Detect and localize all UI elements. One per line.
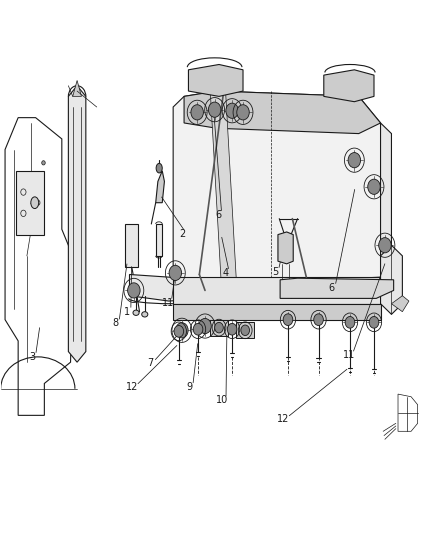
Ellipse shape xyxy=(345,317,355,328)
Ellipse shape xyxy=(283,314,293,326)
Ellipse shape xyxy=(348,152,360,168)
Polygon shape xyxy=(280,278,394,298)
Ellipse shape xyxy=(314,314,323,326)
Ellipse shape xyxy=(156,164,162,173)
Text: 11: 11 xyxy=(343,350,355,360)
Text: 8: 8 xyxy=(113,318,119,328)
Text: 6: 6 xyxy=(328,283,335,293)
Polygon shape xyxy=(173,277,381,304)
Polygon shape xyxy=(173,91,381,282)
Polygon shape xyxy=(184,91,381,134)
Ellipse shape xyxy=(369,317,379,328)
Polygon shape xyxy=(155,171,164,203)
Text: 2: 2 xyxy=(179,229,185,239)
Polygon shape xyxy=(73,80,81,96)
Text: 4: 4 xyxy=(223,268,229,278)
Text: 10: 10 xyxy=(216,395,229,406)
Ellipse shape xyxy=(176,322,188,338)
Text: 7: 7 xyxy=(147,358,153,368)
Polygon shape xyxy=(125,224,138,266)
Ellipse shape xyxy=(241,325,250,336)
Polygon shape xyxy=(324,70,374,102)
Polygon shape xyxy=(188,64,243,96)
Polygon shape xyxy=(392,296,409,312)
Polygon shape xyxy=(210,320,228,336)
Ellipse shape xyxy=(199,318,211,334)
Polygon shape xyxy=(210,91,237,282)
Text: 5: 5 xyxy=(272,267,278,277)
Polygon shape xyxy=(16,171,44,235)
Ellipse shape xyxy=(42,161,45,165)
Text: 6: 6 xyxy=(215,210,221,220)
Polygon shape xyxy=(381,123,392,288)
Polygon shape xyxy=(173,304,381,320)
Text: 1: 1 xyxy=(124,306,131,317)
Ellipse shape xyxy=(368,179,380,195)
Ellipse shape xyxy=(133,310,139,316)
Ellipse shape xyxy=(169,265,182,280)
Polygon shape xyxy=(130,274,210,301)
Polygon shape xyxy=(155,224,162,256)
Ellipse shape xyxy=(142,312,148,317)
Ellipse shape xyxy=(174,326,184,337)
Text: 12: 12 xyxy=(127,382,139,392)
Text: 9: 9 xyxy=(186,382,192,392)
Ellipse shape xyxy=(227,324,237,335)
Polygon shape xyxy=(237,322,254,338)
Ellipse shape xyxy=(226,103,238,118)
Ellipse shape xyxy=(191,104,203,120)
Ellipse shape xyxy=(237,104,249,120)
Ellipse shape xyxy=(127,283,140,298)
Text: 3: 3 xyxy=(29,352,35,362)
Ellipse shape xyxy=(379,238,391,253)
Text: 12: 12 xyxy=(277,414,290,424)
Polygon shape xyxy=(278,232,293,264)
Text: 11: 11 xyxy=(162,297,174,308)
Ellipse shape xyxy=(193,324,203,335)
Ellipse shape xyxy=(215,322,223,333)
Polygon shape xyxy=(381,245,403,314)
Polygon shape xyxy=(68,86,86,362)
Ellipse shape xyxy=(208,102,221,117)
Ellipse shape xyxy=(31,197,39,208)
